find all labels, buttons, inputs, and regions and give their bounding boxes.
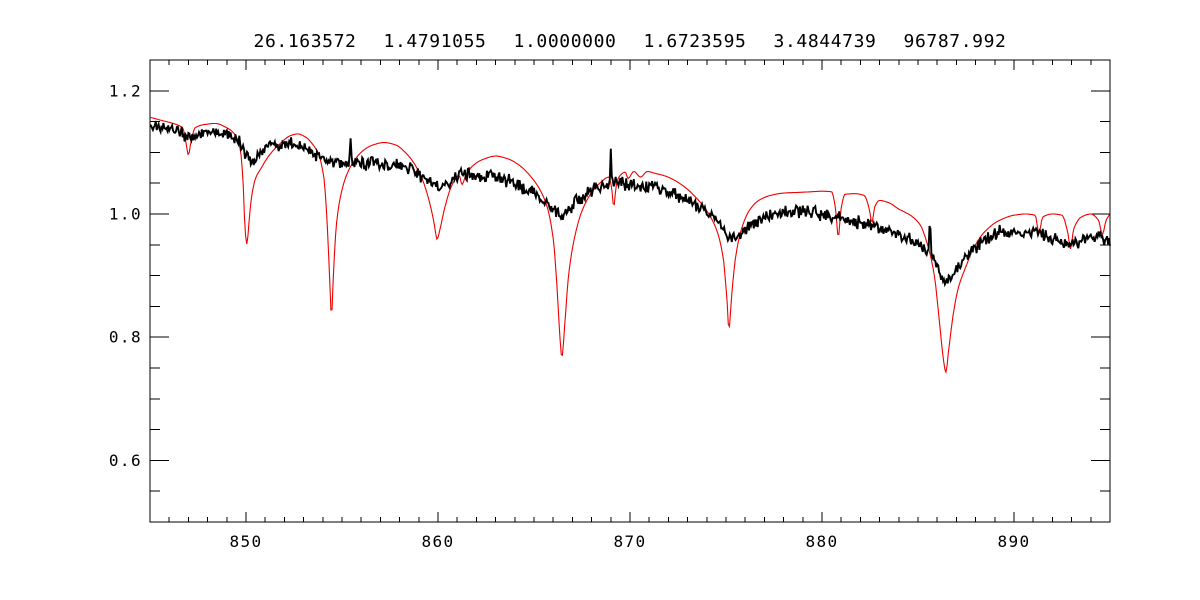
observed-spectrum-line — [150, 120, 1111, 288]
title-value-3: 1.0000000 — [514, 31, 617, 52]
title-value-6: 96787.992 — [904, 31, 1007, 52]
x-tick-label: 860 — [421, 532, 454, 551]
plot-frame — [149, 59, 1111, 523]
y-tick-label: 0.8 — [109, 328, 142, 347]
x-tick-label: 870 — [613, 532, 646, 551]
chart-title: 26.163572 1.4791055 1.0000000 1.6723595 … — [254, 31, 1007, 52]
y-tick-label: 1.0 — [109, 205, 142, 224]
title-value-4: 1.6723595 — [644, 31, 747, 52]
major-ticks — [150, 60, 1110, 522]
y-tick-label: 1.2 — [109, 81, 142, 100]
x-tick-label: 880 — [805, 532, 838, 551]
y-tick-label: 0.6 — [109, 451, 142, 470]
axes-layer — [149, 59, 1111, 523]
x-tick-label: 890 — [997, 532, 1030, 551]
title-value-5: 3.4844739 — [774, 31, 877, 52]
data-layer — [150, 116, 1111, 375]
title-value-2: 1.4791055 — [384, 31, 487, 52]
minor-ticks — [150, 60, 1110, 522]
title-value-1: 26.163572 — [254, 31, 357, 52]
model-spectrum-line — [150, 116, 1111, 375]
axis-labels-layer: 850 860 870 880 890 0.6 0.8 1.0 1.2 — [109, 81, 1030, 551]
x-tick-label: 850 — [229, 532, 262, 551]
